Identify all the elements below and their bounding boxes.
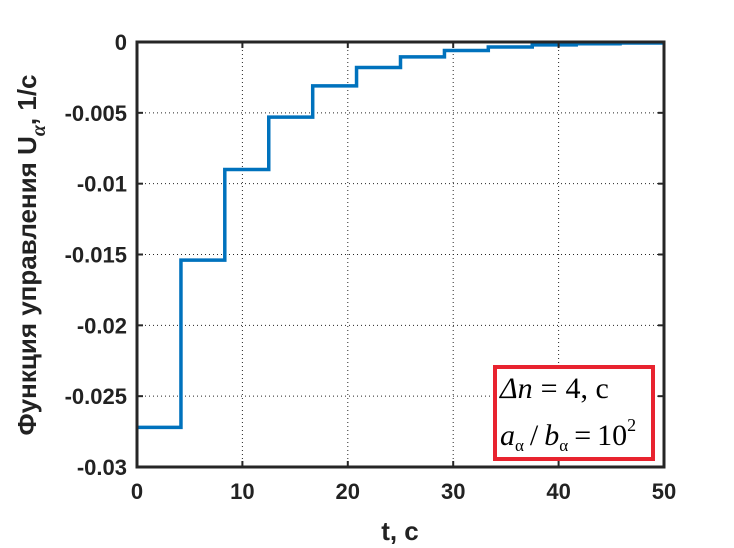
series-line: [137, 41, 664, 430]
y-tick-label: -0.02: [77, 313, 127, 338]
annotation-power-base: 10: [597, 419, 627, 452]
annotation-delta-n: Δn: [499, 372, 533, 405]
annotation-equals-2: =: [574, 419, 591, 452]
y-axis-label-suffix: , 1/c: [12, 74, 42, 125]
x-tick-label: 50: [652, 479, 676, 504]
x-tick-label: 20: [336, 479, 360, 504]
annotation-line-1: Δn = 4, c: [499, 372, 609, 405]
y-tick-label: -0.005: [65, 101, 127, 126]
annotation-a-sub: α: [515, 436, 524, 455]
grid: [137, 42, 664, 467]
y-axis-label-subscript: α: [28, 124, 50, 136]
annotation-b-sub: α: [559, 436, 568, 455]
annotation-line-2: aα / bα = 102: [500, 415, 636, 455]
x-tick-label: 30: [441, 479, 465, 504]
annotation-box: Δn = 4, c aα / bα = 102: [493, 365, 655, 461]
x-tick-label: 10: [230, 479, 254, 504]
y-tick-label: -0.03: [77, 455, 127, 480]
annotation-b: b: [544, 419, 559, 452]
x-axis-label: t, c: [381, 516, 419, 546]
y-tick-label: -0.01: [77, 172, 127, 197]
annotation-equals-1: =: [541, 372, 558, 405]
annotation-div: /: [530, 419, 539, 452]
y-tick-label: -0.025: [65, 384, 127, 409]
x-ticks: 0 10 20 30 40 50: [131, 42, 676, 504]
annotation-a: a: [500, 419, 515, 452]
y-axis-label-main: Функция управления U: [12, 136, 42, 435]
y-axis-label: Функция управления Uα, 1/c: [12, 74, 50, 435]
x-tick-label: 40: [546, 479, 570, 504]
y-tick-label: 0: [115, 30, 127, 55]
x-tick-label: 0: [131, 479, 143, 504]
series-line-group: [137, 41, 664, 430]
y-ticks: -0.03 -0.025 -0.02 -0.015 -0.01 -0.005 0: [65, 30, 664, 480]
y-tick-label: -0.015: [65, 243, 127, 268]
annotation-border: [493, 365, 655, 461]
annotation-power-exp: 2: [627, 415, 636, 435]
annotation-value-1: 4, c: [566, 372, 609, 405]
